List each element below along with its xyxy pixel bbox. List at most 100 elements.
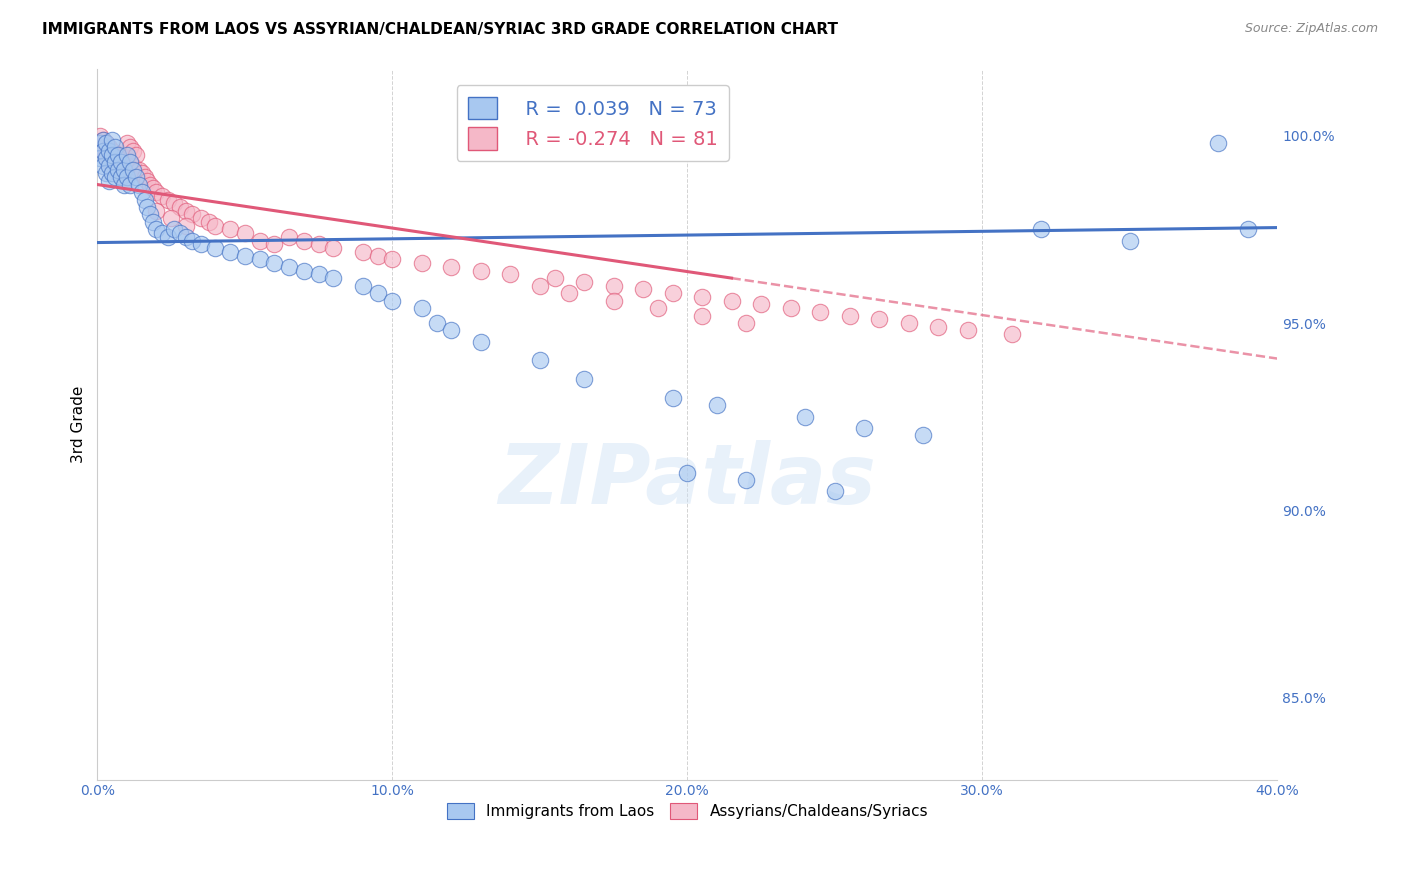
Point bbox=[104, 155, 127, 169]
Point bbox=[91, 159, 114, 173]
Point bbox=[150, 188, 173, 202]
Point bbox=[411, 301, 433, 315]
Point bbox=[131, 185, 153, 199]
Point bbox=[676, 466, 699, 480]
Point bbox=[115, 136, 138, 151]
Point bbox=[163, 196, 186, 211]
Point bbox=[118, 155, 141, 169]
Point bbox=[808, 305, 831, 319]
Point bbox=[470, 334, 492, 349]
Point bbox=[572, 372, 595, 386]
Point bbox=[115, 152, 138, 166]
Point bbox=[101, 159, 124, 173]
Point bbox=[134, 193, 156, 207]
Point bbox=[278, 230, 301, 244]
Point bbox=[101, 147, 124, 161]
Point bbox=[1001, 327, 1024, 342]
Text: Source: ZipAtlas.com: Source: ZipAtlas.com bbox=[1244, 22, 1378, 36]
Point bbox=[367, 286, 389, 301]
Point bbox=[572, 275, 595, 289]
Point bbox=[661, 391, 683, 405]
Point bbox=[602, 278, 624, 293]
Point bbox=[1206, 136, 1229, 151]
Point bbox=[96, 147, 118, 161]
Point bbox=[110, 169, 132, 184]
Point bbox=[98, 155, 121, 169]
Point bbox=[110, 155, 132, 169]
Point bbox=[1119, 234, 1142, 248]
Point bbox=[89, 152, 111, 166]
Point bbox=[381, 252, 404, 267]
Point bbox=[145, 222, 167, 236]
Point bbox=[118, 178, 141, 192]
Point bbox=[89, 136, 111, 151]
Point bbox=[136, 174, 159, 188]
Point bbox=[912, 428, 935, 442]
Point bbox=[219, 222, 242, 236]
Point bbox=[263, 237, 285, 252]
Point bbox=[322, 271, 344, 285]
Point bbox=[128, 162, 150, 177]
Point bbox=[174, 230, 197, 244]
Point bbox=[853, 421, 876, 435]
Point bbox=[690, 309, 713, 323]
Point bbox=[631, 282, 654, 296]
Point bbox=[89, 140, 111, 154]
Point bbox=[107, 162, 129, 177]
Point bbox=[121, 159, 143, 173]
Point bbox=[249, 252, 271, 267]
Point bbox=[145, 203, 167, 218]
Point bbox=[104, 147, 127, 161]
Point bbox=[198, 215, 221, 229]
Point bbox=[233, 226, 256, 240]
Point bbox=[720, 293, 742, 308]
Point bbox=[96, 136, 118, 151]
Point bbox=[169, 226, 191, 240]
Legend: Immigrants from Laos, Assyrians/Chaldeans/Syriacs: Immigrants from Laos, Assyrians/Chaldean… bbox=[440, 797, 934, 825]
Point bbox=[174, 219, 197, 233]
Point bbox=[136, 200, 159, 214]
Point bbox=[440, 260, 463, 274]
Point bbox=[107, 152, 129, 166]
Point bbox=[91, 133, 114, 147]
Point bbox=[706, 398, 728, 412]
Point bbox=[381, 293, 404, 308]
Point bbox=[529, 353, 551, 368]
Point bbox=[98, 140, 121, 154]
Point bbox=[98, 159, 121, 173]
Point bbox=[160, 211, 183, 226]
Point bbox=[157, 193, 180, 207]
Point bbox=[98, 174, 121, 188]
Point bbox=[602, 293, 624, 308]
Point bbox=[1236, 222, 1258, 236]
Point bbox=[96, 166, 118, 180]
Point bbox=[219, 244, 242, 259]
Point bbox=[308, 268, 330, 282]
Point bbox=[107, 166, 129, 180]
Point bbox=[927, 319, 949, 334]
Point bbox=[278, 260, 301, 274]
Point bbox=[543, 271, 565, 285]
Text: IMMIGRANTS FROM LAOS VS ASSYRIAN/CHALDEAN/SYRIAC 3RD GRADE CORRELATION CHART: IMMIGRANTS FROM LAOS VS ASSYRIAN/CHALDEA… bbox=[42, 22, 838, 37]
Point bbox=[169, 200, 191, 214]
Point bbox=[101, 166, 124, 180]
Point bbox=[128, 178, 150, 192]
Point bbox=[110, 169, 132, 184]
Point bbox=[112, 159, 135, 173]
Point bbox=[868, 312, 890, 326]
Point bbox=[180, 234, 202, 248]
Point bbox=[174, 203, 197, 218]
Point bbox=[96, 136, 118, 151]
Point bbox=[352, 244, 374, 259]
Point bbox=[112, 178, 135, 192]
Point bbox=[115, 147, 138, 161]
Point bbox=[190, 211, 212, 226]
Point bbox=[647, 301, 669, 315]
Point bbox=[142, 215, 165, 229]
Point bbox=[956, 324, 979, 338]
Point bbox=[104, 162, 127, 177]
Point bbox=[150, 226, 173, 240]
Point bbox=[121, 162, 143, 177]
Point bbox=[1031, 222, 1053, 236]
Point bbox=[735, 473, 758, 487]
